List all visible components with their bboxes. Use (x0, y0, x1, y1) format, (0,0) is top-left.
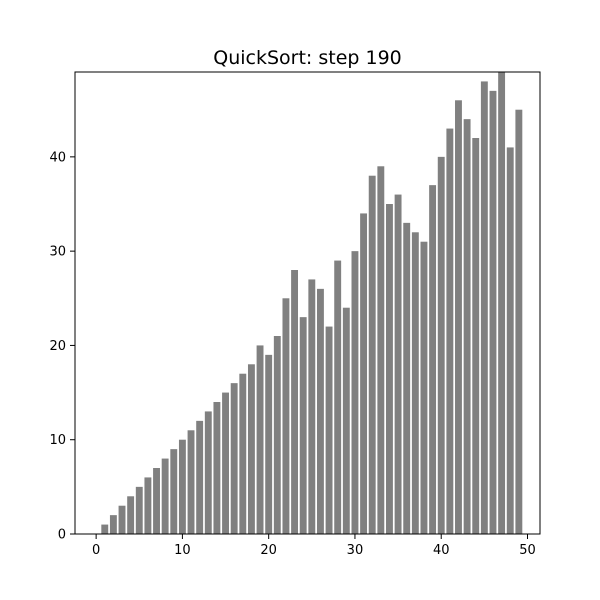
bar-39 (429, 185, 437, 534)
bar-9 (170, 449, 178, 534)
plot-frame (74, 71, 541, 535)
y-tick-label: 10 (49, 433, 66, 448)
x-tick-label: 30 (347, 543, 364, 558)
x-tick-label: 20 (260, 543, 277, 558)
bar-46 (489, 90, 497, 535)
bar-1 (101, 524, 109, 534)
bar-3 (118, 505, 126, 534)
bar-12 (196, 420, 204, 534)
y-tick-label: 20 (49, 339, 66, 354)
bar-10 (178, 439, 186, 534)
bar-31 (360, 213, 368, 534)
bar-38 (420, 241, 428, 534)
chart-title: QuickSort: step 190 (213, 47, 402, 69)
bar-22 (282, 298, 290, 534)
bar-41 (446, 128, 454, 534)
y-tick-label: 40 (49, 150, 66, 165)
y-tick-label: 0 (58, 528, 66, 543)
bar-17 (239, 373, 247, 534)
y-tick-label: 30 (49, 245, 66, 260)
bar-34 (386, 204, 393, 534)
bar-24 (299, 317, 307, 534)
y-axis: 0 10 20 30 40 (49, 150, 75, 543)
bar-6 (144, 477, 152, 534)
x-tick-label: 0 (92, 543, 100, 558)
bar-7 (153, 468, 160, 534)
bar-8 (161, 458, 169, 534)
bar-23 (291, 270, 299, 534)
bar-29 (342, 307, 350, 534)
bar-11 (187, 430, 195, 534)
bar-33 (377, 166, 385, 535)
bar-40 (437, 156, 445, 535)
bar-36 (403, 222, 411, 535)
bar-16 (230, 383, 238, 534)
bar-28 (334, 260, 342, 534)
bar-48 (506, 147, 514, 534)
bar-4 (127, 496, 135, 534)
bar-45 (480, 81, 488, 535)
bar-43 (463, 119, 471, 534)
bar-18 (247, 364, 255, 534)
x-tick-label: 10 (174, 543, 191, 558)
bar-2 (109, 515, 117, 534)
bar-15 (222, 392, 229, 534)
bar-42 (455, 100, 462, 534)
bar-5 (135, 486, 143, 534)
bar-26 (316, 288, 324, 534)
bar-27 (325, 326, 333, 534)
x-tick-label: 50 (519, 543, 536, 558)
bar-14 (213, 402, 221, 534)
bar-35 (394, 194, 402, 534)
x-tick-label: 40 (433, 543, 450, 558)
bar-19 (256, 345, 264, 534)
bar-49 (515, 109, 523, 535)
x-axis: 0 10 20 30 40 50 (92, 534, 536, 558)
bar-30 (351, 251, 359, 534)
bar-44 (472, 138, 480, 534)
bar-37 (411, 232, 419, 535)
bar-25 (308, 279, 316, 534)
bars (101, 72, 523, 535)
bar-20 (265, 354, 273, 534)
bar-47 (498, 72, 506, 534)
bar-21 (273, 336, 281, 534)
bar-32 (368, 175, 376, 534)
bar-13 (204, 411, 212, 534)
